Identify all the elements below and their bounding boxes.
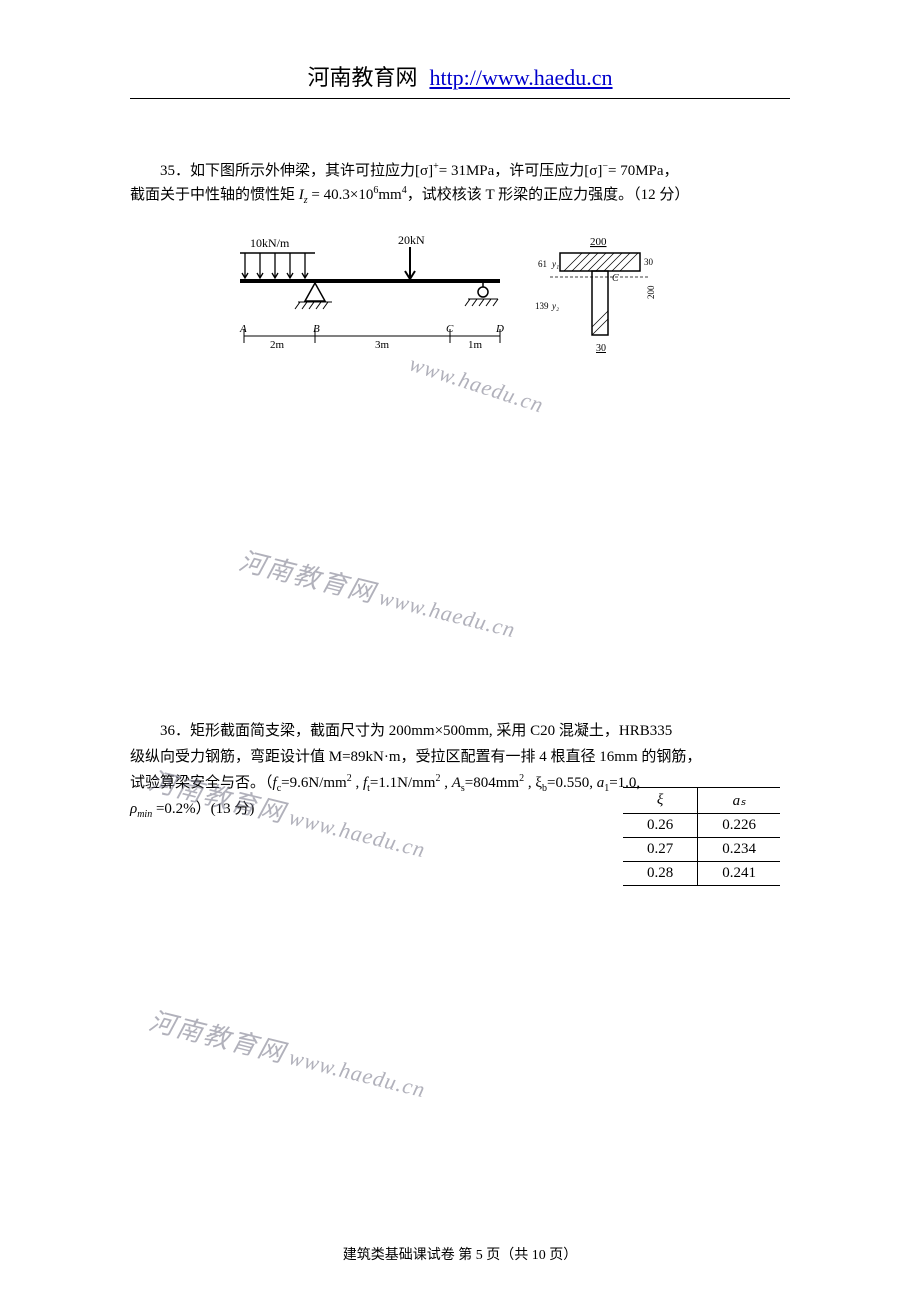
load-point-label: 20kN (398, 233, 425, 247)
page-footer: 建筑类基础课试卷 第 5 页（共 10 页） (0, 1244, 920, 1264)
svg-text:y₁: y₁ (551, 259, 559, 269)
svg-text:200: 200 (646, 285, 656, 299)
load-dist-label: 10kN/m (250, 236, 290, 250)
svg-text:61: 61 (538, 259, 547, 269)
svg-text:A: A (239, 323, 247, 335)
question-35-line2: 截面关于中性轴的惯性矩 Iz = 40.3×106mm4，试校核该 T 形梁的正… (130, 183, 790, 209)
svg-text:139: 139 (535, 301, 549, 311)
svg-text:30: 30 (644, 257, 654, 267)
svg-text:3m: 3m (375, 339, 390, 351)
svg-text:200: 200 (590, 236, 607, 248)
question-35: 35．如下图所示外伸梁，其许可拉应力[σ]+= 31MPa，许可压应力[σ]−=… (130, 159, 790, 183)
svg-text:y₂: y₂ (551, 301, 559, 311)
table-head-as: aₛ (698, 788, 780, 814)
question-36: 36．矩形截面简支梁，截面尺寸为 200mm×500mm, 采用 C20 混凝土… (130, 719, 790, 886)
svg-text:2m: 2m (270, 339, 285, 351)
page-header: 河南教育网 http://www.haedu.cn (130, 60, 790, 99)
site-url[interactable]: http://www.haedu.cn (429, 65, 612, 90)
site-name: 河南教育网 (307, 65, 417, 90)
table-row: 0.28 0.241 (623, 862, 780, 886)
beam-diagram: 10kN/m 20kN (130, 229, 790, 379)
watermark: 河南教育网 www.haedu.cn (146, 1001, 431, 1106)
svg-text:30: 30 (596, 343, 606, 354)
q35-number: 35． (160, 163, 190, 179)
xi-as-table: ξ aₛ 0.26 0.226 0.27 0.234 0.28 0.241 (623, 787, 780, 886)
table-row: 0.26 0.226 (623, 814, 780, 838)
table-row: 0.27 0.234 (623, 838, 780, 862)
svg-text:B: B (313, 323, 320, 335)
svg-text:C: C (612, 273, 619, 284)
svg-text:1m: 1m (468, 339, 483, 351)
